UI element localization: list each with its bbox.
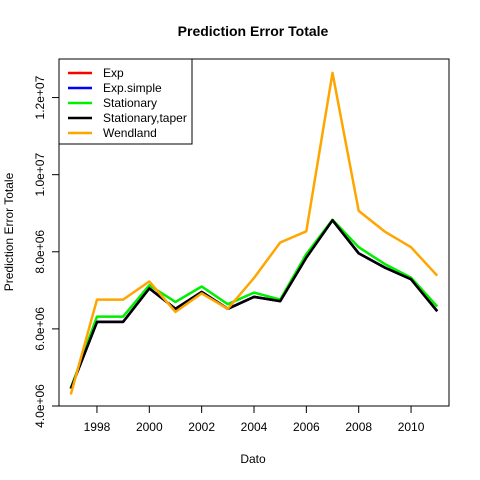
x-tick-label: 2008 [345,420,372,434]
y-tick-label: 6.0e+06 [33,307,47,351]
x-tick-label: 2010 [398,420,425,434]
x-tick-label: 2006 [293,420,320,434]
legend-label-0: Exp [103,66,124,80]
x-tick-label: 1998 [84,420,111,434]
y-tick-label: 1.0e+07 [33,153,47,197]
legend-label-2: Stationary [103,96,157,110]
x-tick-label: 2000 [136,420,163,434]
y-tick-label: 4.0e+06 [33,384,47,428]
x-tick-label: 2002 [188,420,215,434]
legend-label-4: Wendland [103,126,157,140]
y-axis-label: Prediction Error Totale [2,172,16,291]
x-tick-label: 2004 [241,420,268,434]
y-tick-label: 8.0e+06 [33,230,47,274]
legend-label-3: Stationary,taper [103,111,187,125]
legend: ExpExp.simpleStationaryStationary,taperW… [59,59,192,144]
chart-title: Prediction Error Totale [178,23,329,39]
x-axis-label: Dato [240,452,266,466]
legend-label-1: Exp.simple [103,81,162,95]
y-tick-label: 1.2e+07 [33,75,47,119]
